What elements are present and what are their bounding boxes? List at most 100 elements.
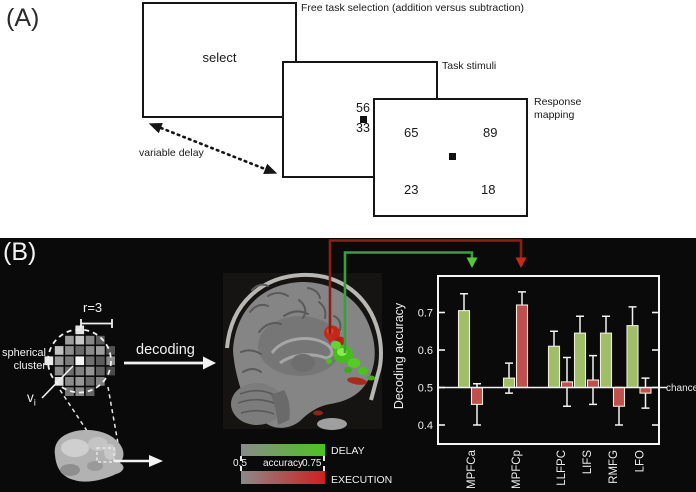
bar-delay-MPFCp: [502, 377, 516, 389]
mri-brain-image: [223, 272, 383, 430]
free-task-caption: Free task selection (addition versus sub…: [301, 2, 524, 14]
stimulus-lower-number: 33: [356, 121, 370, 135]
spherical-cluster-circle: [47, 328, 112, 394]
decoding-label: decoding: [136, 342, 195, 358]
panel-a-label: (A): [6, 4, 40, 32]
select-text: select: [202, 50, 237, 65]
skull-outline: [225, 272, 383, 401]
small-brain-image: [54, 430, 124, 482]
searchlight-diagram: [41, 319, 216, 482]
voxel-cell: [65, 377, 74, 386]
voxel-cell: [54, 366, 64, 376]
stimulus-upper-number: 56: [356, 101, 370, 115]
colorbar-tick-min2: [240, 466, 242, 471]
arrowhead-downright: [263, 163, 278, 174]
response-caption-line1: Response: [534, 96, 582, 108]
voxel-label: vi: [27, 390, 36, 409]
selection-screen-box: [142, 2, 297, 118]
response-option-bottom-left: 23: [404, 182, 419, 197]
voxel-cell: [75, 335, 85, 345]
radius-bracket: [80, 319, 113, 328]
fixation-square-stimuli: [360, 116, 367, 123]
stimulus-numbers: 56: [351, 101, 375, 115]
voxel-cell: [96, 377, 105, 386]
colorbar-tick-max: [323, 456, 325, 461]
voxel-cell: [106, 346, 115, 355]
voxel-cell: [96, 335, 105, 345]
y-tick-label: 0.5: [418, 383, 433, 395]
voxel-cell: [54, 346, 64, 355]
delay-legend-label: DELAY: [331, 445, 365, 457]
x-category-label-MPFCp: MPFCp: [511, 450, 523, 489]
decoding-accuracy-chart: chance 0.4 0.5 0.6 0.7 MPFCa MPFCp LLFPC LIFS RMF…: [392, 275, 696, 489]
x-category-label-LIFS: LIFS: [582, 450, 594, 475]
voxel-cell: [106, 356, 115, 366]
bar-execution-LFO: [639, 386, 652, 394]
voxel-cell: [96, 366, 105, 376]
sulci-lines: [240, 283, 342, 373]
execution-connector: [324, 239, 527, 344]
voxel-cell: [65, 335, 74, 345]
colorbar-tick-min: [240, 456, 242, 461]
voxel-cell: [54, 356, 64, 366]
voxel-cell: [96, 356, 105, 366]
cluster-label-line1: spherical: [1, 347, 46, 359]
response-option-bottom-right: 18: [481, 182, 496, 197]
x-category-label-LFO: LFO: [635, 450, 647, 472]
voxel-cell: [106, 366, 115, 376]
bar-execution-MPFCa: [470, 386, 484, 405]
brainstem: [271, 390, 290, 425]
x-category-label-MPFCa: MPFCa: [466, 449, 478, 489]
green-activation-cluster: [326, 341, 375, 381]
cluster-label-line2: cluster: [13, 359, 46, 372]
red-arrowhead-brain: [324, 333, 336, 344]
bar-delay-LFO: [626, 325, 639, 389]
execution-legend-label: EXECUTION: [331, 474, 393, 486]
execution-colorbar: [241, 471, 325, 484]
thalamus: [291, 354, 315, 372]
voxel-cell: [75, 346, 85, 355]
panel-b-label: (B): [3, 238, 37, 266]
bar-delay-RMFG: [599, 332, 613, 389]
bar-execution-RMFG: [612, 386, 626, 407]
response-mapping-caption: Response mapping: [534, 96, 581, 121]
bar-execution-LLFPC: [560, 381, 574, 389]
bar-delay-LLFPC: [547, 345, 561, 389]
voxel-cell: [75, 366, 85, 376]
response-caption-line2: mapping: [534, 108, 575, 121]
voxel-cell: [85, 387, 95, 396]
arrowhead-upleft: [148, 123, 163, 134]
cluster-location-box: [96, 447, 115, 463]
colorbar-min-label: 0.5: [233, 458, 247, 469]
small-brain-arrow: [114, 455, 163, 467]
bar-delay-LIFS: [573, 332, 587, 389]
colorbar-tick-max2: [323, 466, 325, 471]
x-category-label-RMFG: RMFG: [608, 450, 620, 484]
delay-colorbar: [241, 444, 325, 456]
decoding-arrow: [124, 356, 216, 370]
y-tick-label: 0.7: [418, 308, 433, 320]
voxel-pointer-line: [41, 365, 74, 399]
response-option-top-left: 65: [404, 125, 419, 140]
y-tick-label: 0.6: [418, 345, 433, 357]
voxel-cell: [85, 377, 95, 386]
voxel-cell: [96, 346, 105, 355]
variable-delay-label: variable delay: [139, 147, 204, 159]
chart-axes-box: [437, 275, 660, 445]
variable-delay-arrow: [148, 123, 278, 174]
bar-execution-MPFCp: [515, 304, 529, 389]
chance-label: chance: [666, 383, 696, 394]
voxel-cell: [85, 346, 95, 355]
response-option-top-right: 89: [483, 125, 498, 140]
stimulus-lower: 33: [351, 121, 375, 135]
voxel-cell: [65, 356, 74, 366]
colorbar-max-label: 0.75: [302, 458, 322, 469]
voxel-cell: [65, 366, 74, 376]
callout-line-right: [107, 386, 120, 450]
voxel-cell: [75, 356, 85, 366]
green-arrowhead-chart: [466, 257, 478, 268]
task-stimuli-caption: Task stimuli: [442, 60, 497, 72]
x-category-label-LLFPC: LLFPC: [556, 450, 568, 486]
